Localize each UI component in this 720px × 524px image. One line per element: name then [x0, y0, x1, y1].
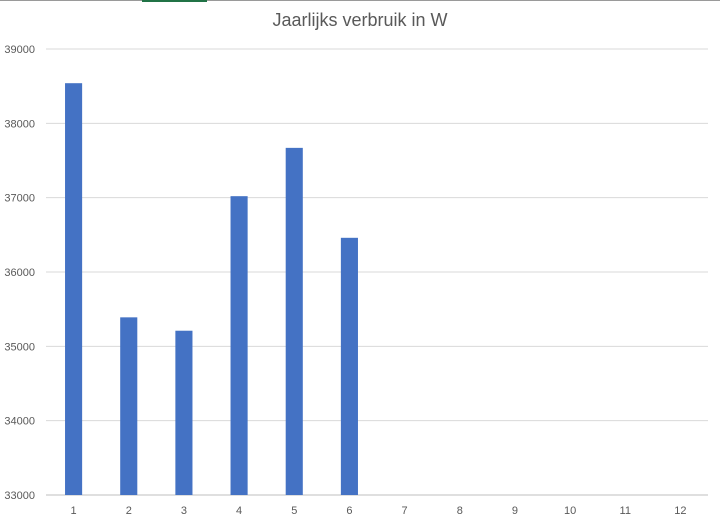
y-tick-label: 37000: [4, 193, 35, 205]
chart-title: Jaarlijks verbruik in W: [272, 10, 448, 30]
ribbon-tab-accent: [142, 0, 207, 2]
bar: [230, 196, 248, 495]
y-tick-label: 39000: [4, 44, 35, 56]
x-tick-label: 11: [620, 505, 631, 517]
y-tick-label: 35000: [4, 341, 35, 353]
bar: [285, 147, 303, 495]
y-tick-label: 34000: [4, 416, 35, 428]
bar: [65, 83, 83, 496]
y-axis-ticks: 33000 34000 35000 36000 37000 38000 39000: [4, 44, 35, 502]
x-tick-label: 3: [181, 505, 187, 517]
bar: [340, 237, 358, 495]
x-tick-label: 7: [402, 505, 408, 517]
x-tick-label: 9: [512, 505, 518, 517]
x-tick-label: 4: [236, 505, 242, 517]
x-tick-label: 10: [564, 505, 576, 517]
x-tick-label: 1: [71, 505, 77, 517]
y-tick-label: 36000: [4, 267, 35, 279]
y-tick-label: 33000: [4, 490, 35, 502]
x-tick-label: 8: [457, 505, 463, 517]
x-tick-label: 5: [291, 505, 297, 517]
gridlines: [46, 48, 708, 496]
bars: [65, 83, 358, 496]
y-tick-label: 38000: [4, 118, 35, 130]
x-tick-label: 12: [674, 505, 686, 517]
x-axis-ticks: 1 2 3 4 5 6 7 8 9 10 11 12: [71, 505, 687, 517]
x-tick-label: 6: [346, 505, 352, 517]
bar: [175, 330, 193, 495]
window-top-border: [0, 0, 720, 1]
bar: [120, 317, 138, 495]
x-tick-label: 2: [126, 505, 132, 517]
